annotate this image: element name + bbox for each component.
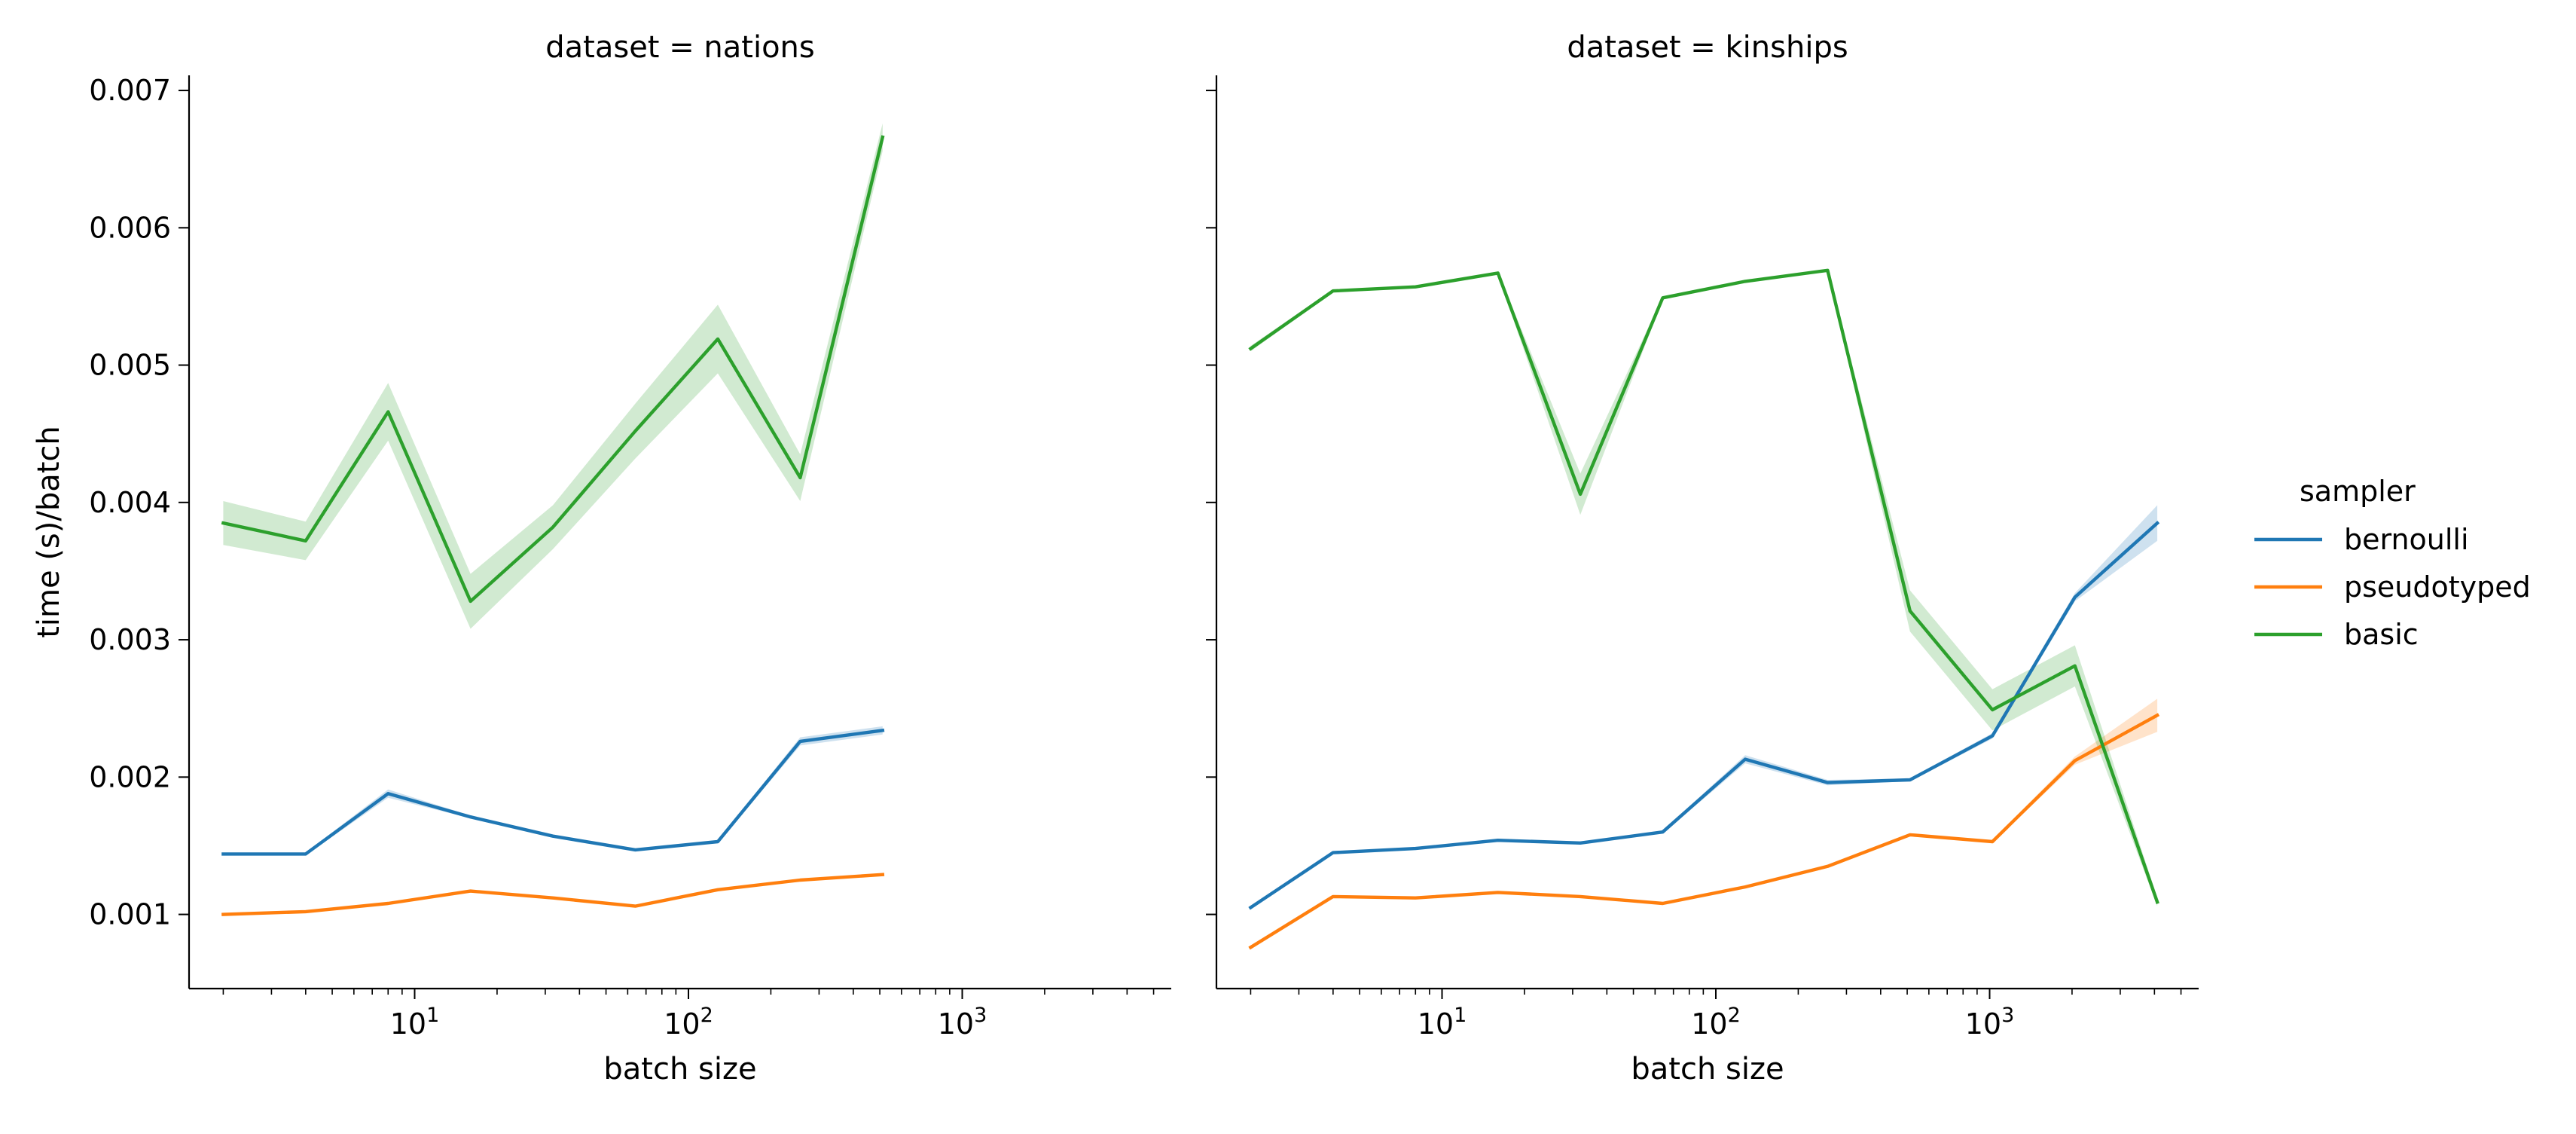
x-axis-label: batch size — [603, 1052, 756, 1087]
y-tick-label: 0.004 — [89, 486, 171, 519]
y-tick-label: 0.001 — [89, 898, 171, 931]
legend-label-basic: basic — [2344, 618, 2419, 651]
confidence-band-basic — [223, 123, 883, 629]
x-tick-exponent: 1 — [1454, 1004, 1467, 1027]
x-tick-label: 101 — [390, 1004, 440, 1041]
x-tick-base: 10 — [390, 1007, 426, 1041]
series-line-bernoulli — [221, 728, 885, 856]
x-tick-label: 101 — [1418, 1004, 1467, 1041]
x-tick-exponent: 2 — [700, 1004, 713, 1027]
x-tick-label: 103 — [938, 1004, 987, 1041]
y-tick-label: 0.007 — [89, 74, 171, 107]
series-line-basic — [221, 135, 885, 604]
series-line-bernoulli — [1248, 521, 2160, 910]
x-tick-label: 102 — [664, 1004, 713, 1041]
x-tick-base: 10 — [1965, 1007, 2001, 1041]
x-tick-exponent: 3 — [974, 1004, 987, 1027]
legend-label-pseudotyped: pseudotyped — [2344, 570, 2531, 604]
confidence-band-pseudotyped — [1250, 698, 2158, 949]
x-tick-base: 10 — [1691, 1007, 1727, 1041]
x-axis-label: batch size — [1631, 1052, 1784, 1087]
x-tick-exponent: 3 — [2001, 1004, 2014, 1027]
series-line-pseudotyped — [1248, 713, 2160, 950]
x-tick-label: 103 — [1965, 1004, 2015, 1041]
y-tick-label: 0.006 — [89, 211, 171, 244]
x-tick-exponent: 2 — [1728, 1004, 1741, 1027]
facet-title: dataset = nations — [545, 30, 815, 65]
y-tick-label: 0.005 — [89, 349, 171, 382]
facet-title: dataset = kinships — [1567, 30, 1848, 65]
legend-title: sampler — [2300, 475, 2416, 508]
x-tick-label: 102 — [1691, 1004, 1741, 1041]
y-tick-label: 0.003 — [89, 623, 171, 656]
x-tick-base: 10 — [1418, 1007, 1454, 1041]
legend-label-bernoulli: bernoulli — [2344, 523, 2469, 556]
y-axis-label: time (s)/batch — [32, 426, 66, 638]
y-tick-label: 0.002 — [89, 760, 171, 793]
x-tick-base: 10 — [938, 1007, 974, 1041]
x-tick-base: 10 — [664, 1007, 700, 1041]
confidence-band-basic — [1250, 269, 2158, 906]
x-tick-exponent: 1 — [426, 1004, 439, 1027]
series-line-pseudotyped — [221, 873, 885, 916]
series-line-basic — [1248, 268, 2159, 905]
